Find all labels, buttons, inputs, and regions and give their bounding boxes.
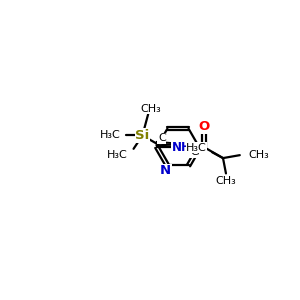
Text: C: C	[190, 147, 198, 158]
Text: H₃C: H₃C	[186, 143, 207, 153]
Text: N: N	[160, 164, 171, 177]
Text: NH: NH	[172, 141, 192, 154]
Text: CH₃: CH₃	[249, 150, 269, 160]
Text: CH₃: CH₃	[141, 104, 161, 114]
Text: CH₃: CH₃	[216, 176, 236, 186]
Text: H₃C: H₃C	[100, 130, 120, 140]
Text: O: O	[198, 120, 209, 133]
Text: C: C	[158, 133, 166, 143]
Text: Si: Si	[135, 129, 150, 142]
Text: H₃C: H₃C	[107, 150, 128, 160]
